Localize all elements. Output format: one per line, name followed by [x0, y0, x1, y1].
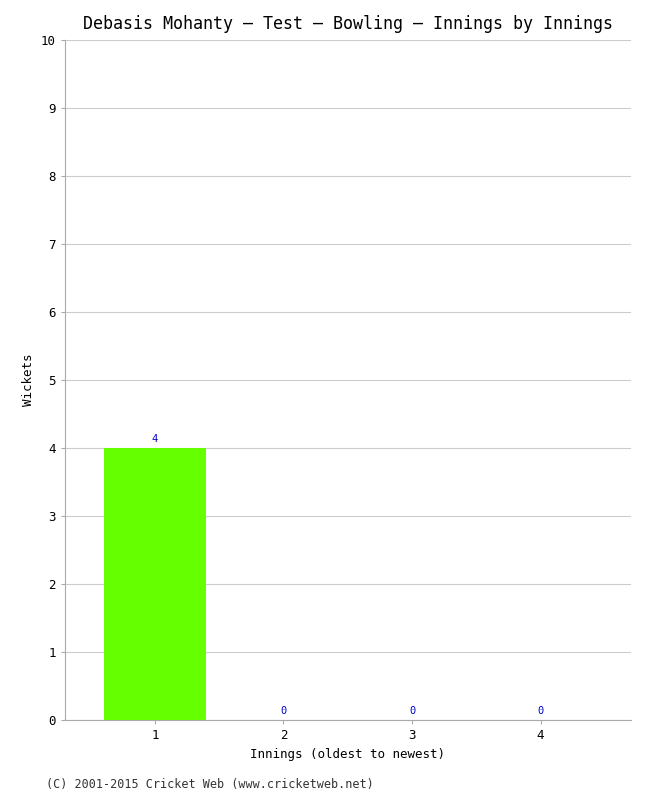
X-axis label: Innings (oldest to newest): Innings (oldest to newest): [250, 747, 445, 761]
Text: 0: 0: [280, 706, 287, 716]
Text: (C) 2001-2015 Cricket Web (www.cricketweb.net): (C) 2001-2015 Cricket Web (www.cricketwe…: [46, 778, 373, 791]
Bar: [103, 448, 207, 720]
Text: 4: 4: [152, 434, 158, 444]
Y-axis label: Wickets: Wickets: [22, 354, 35, 406]
Text: 0: 0: [409, 706, 415, 716]
Title: Debasis Mohanty – Test – Bowling – Innings by Innings: Debasis Mohanty – Test – Bowling – Innin…: [83, 15, 613, 33]
Text: 0: 0: [538, 706, 543, 716]
